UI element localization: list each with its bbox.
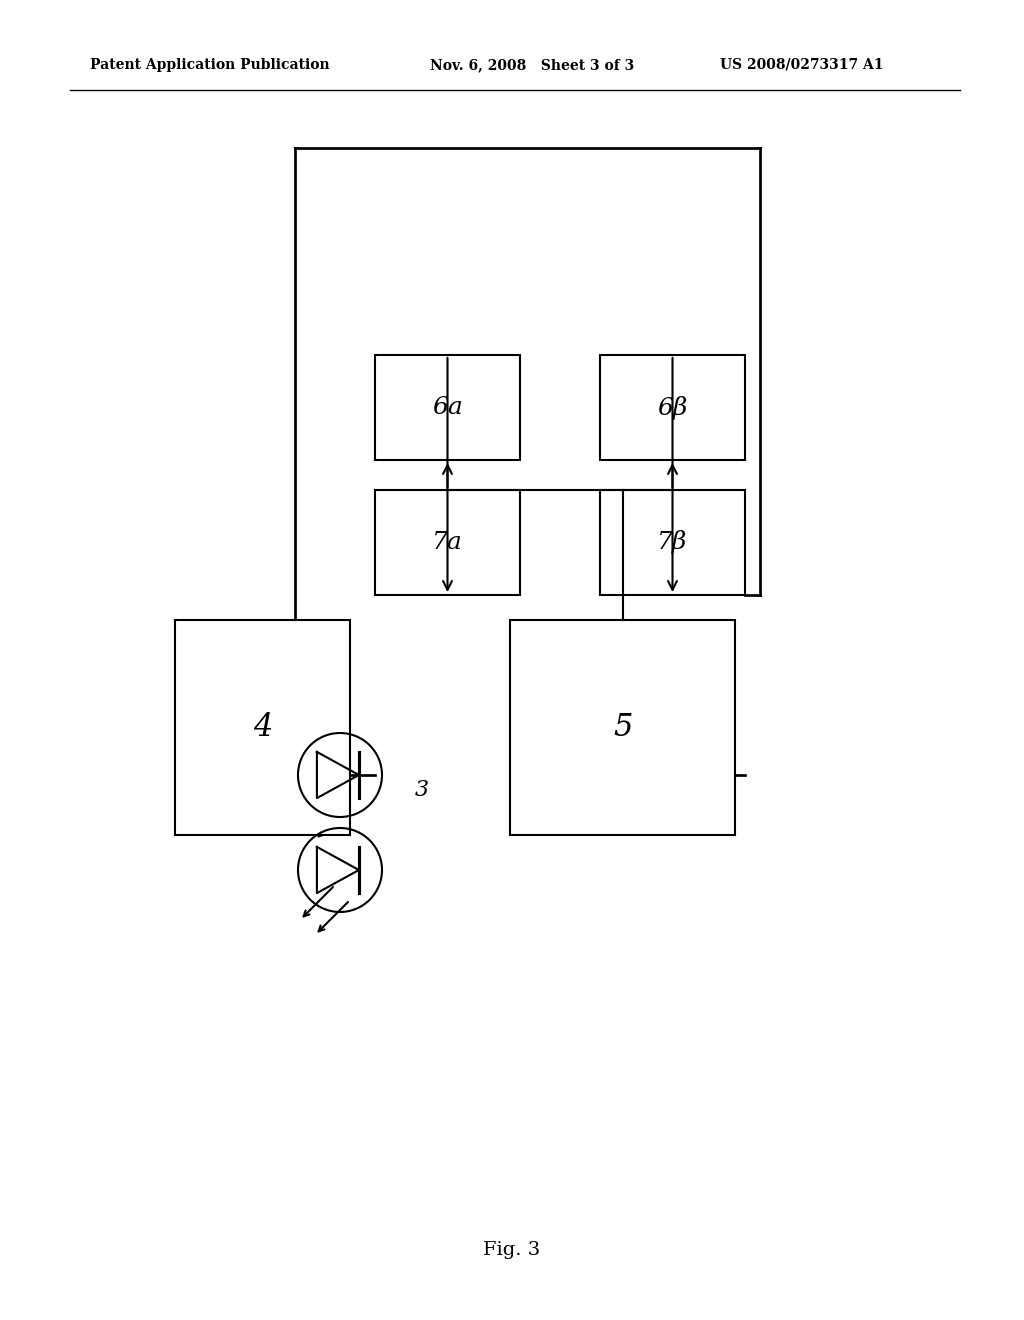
Bar — [600, 490, 745, 595]
Text: 5: 5 — [612, 711, 632, 743]
Text: 7a: 7a — [432, 531, 463, 554]
Text: 2: 2 — [335, 700, 349, 721]
Text: 6a: 6a — [432, 396, 463, 418]
Bar — [375, 490, 520, 595]
Text: 4: 4 — [253, 711, 272, 743]
Text: US 2008/0273317 A1: US 2008/0273317 A1 — [720, 58, 884, 73]
Bar — [175, 620, 350, 836]
Text: Nov. 6, 2008   Sheet 3 of 3: Nov. 6, 2008 Sheet 3 of 3 — [430, 58, 634, 73]
Text: Patent Application Publication: Patent Application Publication — [90, 58, 330, 73]
Text: 3: 3 — [415, 779, 429, 801]
Text: 7β: 7β — [657, 531, 688, 554]
Bar — [600, 355, 745, 459]
Text: 6β: 6β — [657, 396, 688, 420]
Bar — [510, 620, 735, 836]
Bar — [375, 355, 520, 459]
Text: Fig. 3: Fig. 3 — [483, 1241, 541, 1259]
